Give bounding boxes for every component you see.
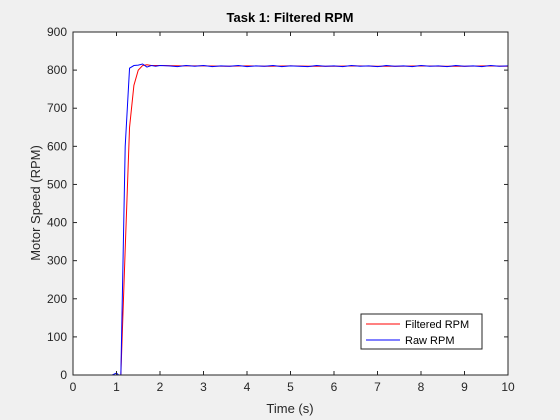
y-tick-label: 400: [47, 216, 67, 230]
x-tick-label: 3: [200, 380, 207, 394]
y-axis-label: Motor Speed (RPM): [28, 145, 43, 261]
x-tick-label: 9: [461, 380, 468, 394]
y-tick-label: 300: [47, 254, 67, 268]
x-axis-label: Time (s): [266, 401, 313, 416]
legend-box: [360, 313, 483, 350]
y-tick-label: 500: [47, 177, 67, 191]
x-tick-label: 5: [287, 380, 294, 394]
legend-label-filtered: Filtered RPM: [405, 319, 469, 331]
x-axis-ticks: 0 1 2 3 4 5 6 7 8 9 10: [70, 32, 515, 394]
y-tick-label: 0: [60, 368, 67, 382]
chart-title: Task 1: Filtered RPM: [227, 10, 354, 25]
x-tick-label: 0: [70, 380, 77, 394]
x-tick-label: 6: [331, 380, 338, 394]
y-tick-label: 600: [47, 139, 67, 153]
y-tick-label: 100: [47, 330, 67, 344]
legend-label-raw: Raw RPM: [405, 335, 455, 347]
y-tick-label: 700: [47, 101, 67, 115]
x-tick-label: 1: [113, 380, 120, 394]
legend[interactable]: Filtered RPM Raw RPM: [360, 313, 483, 350]
y-tick-label: 800: [47, 63, 67, 77]
y-tick-label: 200: [47, 292, 67, 306]
x-tick-label: 8: [418, 380, 425, 394]
y-tick-label: 900: [47, 25, 67, 39]
x-tick-label: 7: [374, 380, 381, 394]
x-tick-label: 2: [157, 380, 164, 394]
x-tick-label: 10: [501, 380, 515, 394]
x-tick-label: 4: [244, 380, 251, 394]
y-axis-ticks: 0 100 200 300 400 500 600 700 800 900: [47, 25, 508, 382]
